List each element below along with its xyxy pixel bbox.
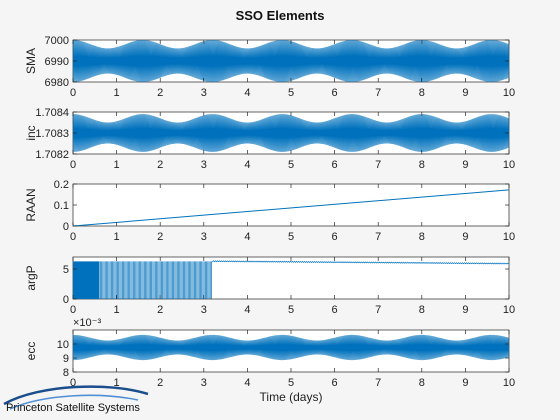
x-tick-label: 5 [288,304,294,316]
x-tick-label: 1 [114,231,120,243]
x-tick-label: 6 [332,304,338,316]
x-tick-label: 0 [70,304,76,316]
y-tick-label: 0 [63,294,69,306]
x-tick-label: 9 [462,159,468,171]
x-tick-label: 7 [375,231,381,243]
subplot-argp: 0 1 2 3 4 5 6 7 8 9 10 0 5 argP [24,256,515,316]
y-tick-label: 10 [57,339,69,351]
subplot-sma: 0 1 2 3 4 5 6 7 8 9 10 6980 6990 7000 SMA [24,35,515,99]
x-tick-label: 3 [201,87,207,99]
x-tick-label: 10 [503,87,515,99]
y-tick-label: 6990 [45,56,69,68]
x-tick-label: 2 [157,159,163,171]
x-tick-label: 5 [288,231,294,243]
x-tick-label: 3 [201,377,207,389]
y-tick-label: 0.1 [54,200,69,212]
x-tick-label: 4 [244,159,250,171]
x-tick-label: 10 [503,159,515,171]
x-tick-label: 4 [244,377,250,389]
x-tick-label: 8 [419,304,425,316]
series-line-group [73,260,509,299]
y-axis-label: SMA [24,48,38,74]
y-axis-label: ecc [24,342,38,361]
logo: Princeton Satellite Systems [3,385,149,414]
x-tick-label: 0 [70,87,76,99]
x-tick-label: 7 [375,377,381,389]
x-tick-label: 9 [462,377,468,389]
x-tick-label: 0 [70,231,76,243]
x-tick-label: 1 [114,377,120,389]
x-tick-label: 9 [462,87,468,99]
x-tick-label: 6 [332,159,338,171]
x-tick-label: 1 [114,304,120,316]
x-tick-label: 9 [462,304,468,316]
x-tick-label: 8 [419,231,425,243]
y-axis-label: argP [24,265,38,290]
logo-text: Princeton Satellite Systems [6,402,140,414]
subplot-ecc: 0 1 2 3 4 5 6 7 8 9 10 8 9 10 ecc ×10⁻³ [24,317,515,389]
x-tick-label: 4 [244,231,250,243]
x-tick-label: 5 [288,87,294,99]
x-tick-label: 0 [70,377,76,389]
x-tick-label: 10 [503,304,515,316]
y-tick-label: 6980 [45,77,69,89]
logo-swoosh-2 [9,394,139,410]
x-tick-label: 1 [114,87,120,99]
subplot-raan: 0 1 2 3 4 5 6 7 8 9 10 0 0.1 0.2 RAAN [24,179,515,243]
x-tick-label: 10 [503,231,515,243]
x-tick-label: 6 [332,87,338,99]
x-tick-label: 4 [244,87,250,99]
x-tick-label: 10 [503,377,515,389]
x-tick-label: 7 [375,304,381,316]
y-tick-label: 1.7084 [35,107,69,119]
y-tick-label: 7000 [45,35,69,47]
x-tick-label: 5 [288,377,294,389]
subplot-inc: 0 1 2 3 4 5 6 7 8 9 10 1.7082 1.7083 1.7084 inc [24,107,515,171]
x-tick-label: 1 [114,159,120,171]
x-tick-label: 8 [419,87,425,99]
x-tick-label: 8 [419,159,425,171]
series-line [73,189,509,226]
y-tick-label: 1.7082 [35,149,69,161]
x-tick-label: 7 [375,87,381,99]
x-tick-label: 2 [157,304,163,316]
x-tick-label: 6 [332,231,338,243]
x-tick-label: 0 [70,159,76,171]
x-tick-label: 4 [244,304,250,316]
axes-box [72,183,510,227]
x-tick-label: 2 [157,377,163,389]
chart-title: SSO Elements [236,8,325,23]
y-axis-label: RAAN [24,188,38,221]
x-tick-label: 2 [157,231,163,243]
x-tick-label: 8 [419,377,425,389]
y-tick-label: 0.2 [54,179,69,191]
x-tick-label: 3 [201,231,207,243]
series-line [73,260,509,299]
y-tick-label: 5 [63,264,69,276]
y-exponent-label: ×10⁻³ [73,317,101,329]
y-tick-label: 8 [63,367,69,379]
logo-swoosh-1 [3,385,149,406]
x-tick-label: 2 [157,87,163,99]
x-axis-label: Time (days) [260,390,323,404]
y-tick-label: 1.7083 [35,128,69,140]
y-axis-label: inc [24,125,38,140]
y-tick-label: 0 [63,221,69,233]
x-tick-label: 7 [375,159,381,171]
x-tick-label: 3 [201,159,207,171]
x-tick-label: 3 [201,304,207,316]
series-line [73,334,509,361]
x-tick-label: 9 [462,231,468,243]
series-line-group [73,334,509,361]
series-line-group [73,189,509,226]
x-tick-label: 6 [332,377,338,389]
x-tick-label: 5 [288,159,294,171]
y-tick-label: 9 [63,353,69,365]
